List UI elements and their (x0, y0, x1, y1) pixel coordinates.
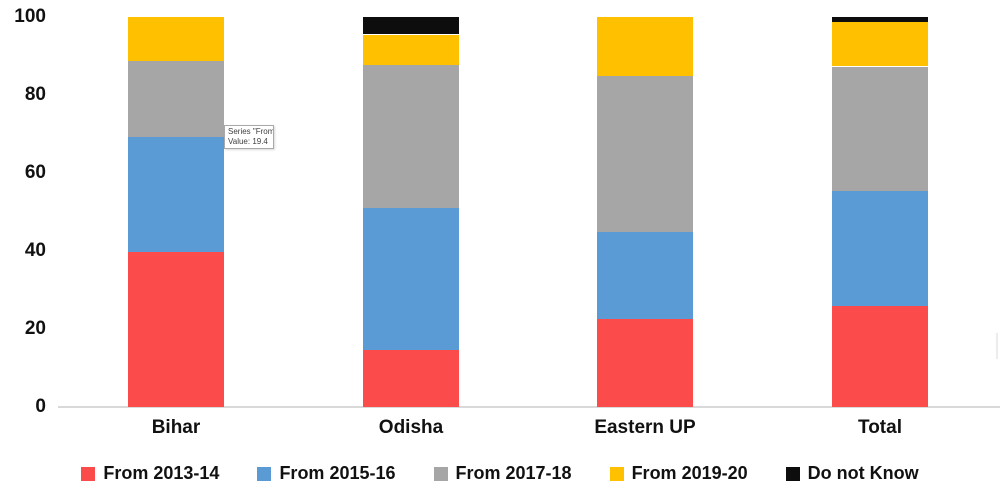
tooltip-value-line: Value: 19.4 (228, 137, 268, 146)
legend-swatch-icon (257, 466, 272, 481)
stacked-bar-total (832, 0, 928, 407)
legend-swatch-icon (785, 466, 800, 481)
category-label: Odisha (378, 417, 444, 438)
legend: From 2013-14 From 2015-16 From 2017-18 From… (0, 463, 1000, 484)
bar-segment[interactable] (363, 17, 459, 34)
legend-label: From 2019-20 (631, 463, 748, 483)
legend-item[interactable]: From 2013-14 (81, 463, 219, 484)
tooltip-series-line: Series "From (228, 127, 274, 136)
y-tick-label: 40 (24, 240, 46, 261)
bar-segment[interactable] (832, 17, 928, 22)
tooltip: Series "From Value: 19.4 (224, 125, 274, 149)
legend-label: From 2013-14 (103, 463, 220, 483)
y-tick-label: 0 (35, 396, 46, 417)
bar-segment[interactable] (128, 61, 224, 137)
category-label: Eastern UP (594, 417, 696, 438)
legend-item[interactable]: From 2017-18 (433, 463, 572, 484)
legend-swatch-icon (609, 466, 624, 481)
stacked-bar-bihar (128, 0, 224, 407)
bar-segment[interactable] (128, 17, 224, 61)
legend-label: Do not Know (807, 463, 919, 483)
stacked-bar-eastern-up (597, 0, 693, 407)
bar-segment[interactable] (597, 232, 693, 319)
stacked-bar-odisha (363, 0, 459, 407)
bar-segment[interactable] (363, 35, 459, 65)
legend-item[interactable]: From 2015-16 (257, 463, 396, 484)
edge-artifact (996, 333, 998, 359)
legend-label: From 2017-18 (455, 463, 572, 483)
bar-segment[interactable] (832, 191, 928, 306)
bar-segment[interactable] (597, 76, 693, 232)
category-label: Total (858, 417, 902, 438)
legend-item[interactable]: From 2019-20 (609, 463, 748, 484)
legend-swatch-icon (433, 466, 448, 481)
bar-segment[interactable] (128, 252, 224, 407)
category-label: Bihar (151, 417, 201, 438)
bar-segment[interactable] (832, 22, 928, 66)
y-tick-label: 60 (24, 162, 46, 183)
bar-segment[interactable] (363, 64, 459, 208)
bar-segment[interactable] (597, 319, 693, 407)
y-tick-label: 20 (24, 318, 46, 339)
bar-segment[interactable] (832, 67, 928, 191)
bar-segment[interactable] (832, 306, 928, 407)
y-tick-label: 80 (24, 84, 46, 105)
bar-segment[interactable] (363, 208, 459, 350)
bar-segment[interactable] (597, 17, 693, 76)
legend-swatch-icon (81, 466, 96, 481)
y-tick-label: 100 (14, 6, 46, 27)
bar-segment[interactable] (363, 350, 459, 407)
legend-item[interactable]: Do not Know (785, 463, 919, 484)
legend-label: From 2015-16 (279, 463, 396, 483)
bar-segment[interactable] (128, 137, 224, 252)
x-axis-line (58, 406, 1000, 408)
